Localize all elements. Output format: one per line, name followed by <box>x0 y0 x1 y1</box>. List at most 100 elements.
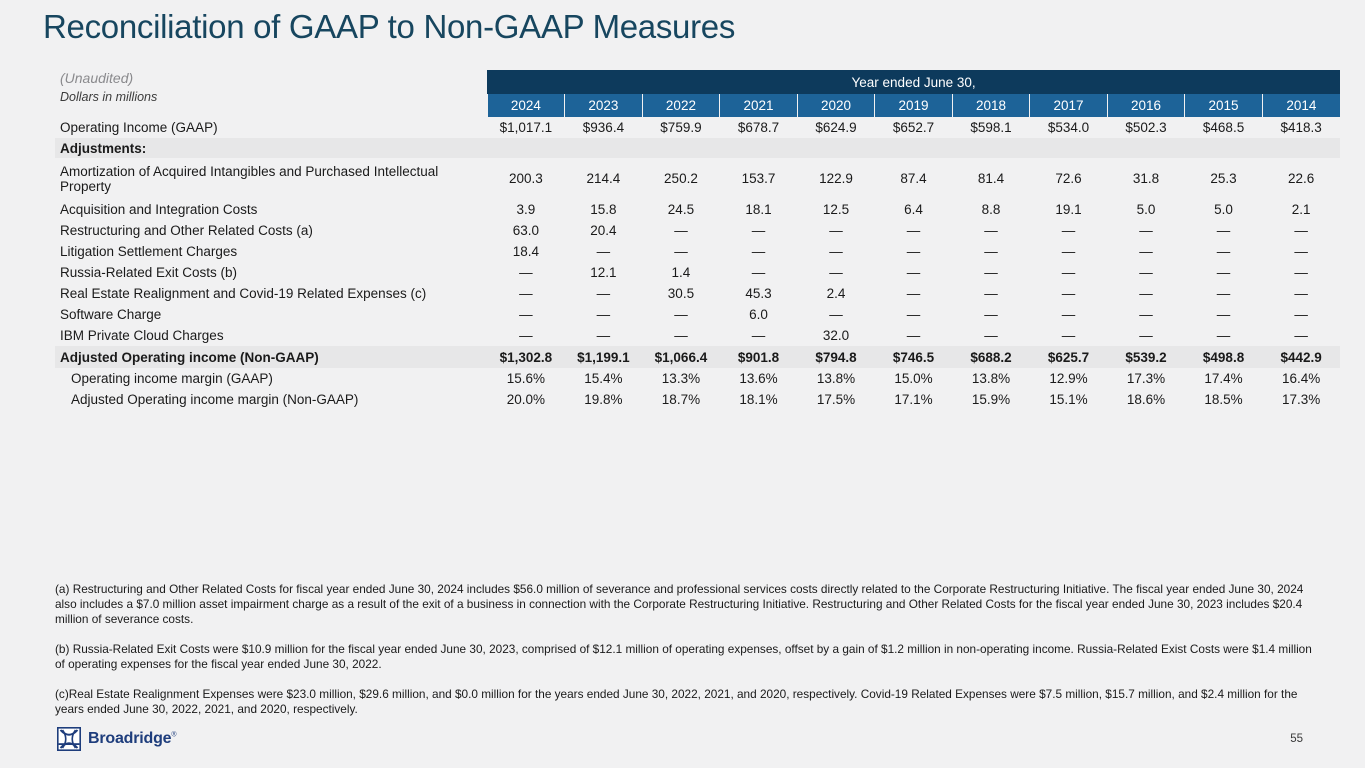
cell-value: $746.5 <box>874 346 953 368</box>
table-row: Adjusted Operating income margin (Non-GA… <box>55 389 1340 410</box>
cell-value: — <box>1061 265 1076 280</box>
row-label: Russia-Related Exit Costs (b) <box>60 265 238 280</box>
cell-value: — <box>1294 286 1308 301</box>
cell-value: — <box>1061 286 1076 301</box>
table-row: Real Estate Realignment and Covid-19 Rel… <box>55 283 1340 304</box>
table-row: Operating Income (GAAP) $1,017.1 $936.4 $75… <box>55 117 1340 138</box>
cell-value: 81.4 <box>977 171 1005 186</box>
cell-value: — <box>1294 328 1308 343</box>
cell-value: 13.8% <box>971 371 1011 386</box>
cell-value: 87.4 <box>900 171 927 186</box>
cell-value: 6.0 <box>749 307 768 322</box>
cell-value: — <box>1294 307 1308 322</box>
cell-value: 15.9% <box>971 392 1011 407</box>
cell-value: — <box>829 265 843 280</box>
cell-value: 15.4% <box>584 371 623 386</box>
cell-value: 24.5 <box>667 202 695 217</box>
cell-value: 13.6% <box>739 371 778 386</box>
table-row: Restructuring and Other Related Costs (a… <box>55 220 1340 241</box>
cell-value: — <box>751 265 766 280</box>
cell-value: 15.1% <box>1049 392 1088 407</box>
cell-value: — <box>674 223 688 238</box>
cell-value: — <box>1061 307 1076 322</box>
row-label: Software Charge <box>60 307 162 322</box>
cell-value: — <box>519 286 533 301</box>
table-row: Software Charge — — — 6.0 — — — — — — — <box>55 304 1340 325</box>
cell-value: 5.0 <box>1136 202 1156 217</box>
row-label: Litigation Settlement Charges <box>60 244 238 259</box>
year-column-header: 2021 <box>719 94 798 117</box>
cell-value: — <box>596 307 611 322</box>
cell-value: 18.1% <box>739 392 778 407</box>
cell-value: 12.5 <box>822 202 850 217</box>
cell-value: $624.9 <box>815 120 857 135</box>
footnote: (c)Real Estate Realignment Expenses were… <box>55 687 1298 716</box>
year-header-row: 2024 2023 2022 2021 2020 2019 2018 2017 2016 2015… <box>55 94 1340 117</box>
cell-value: — <box>596 244 611 259</box>
year-column-header: 2017 <box>1029 94 1108 117</box>
cell-value: — <box>906 244 921 259</box>
year-ended-band: Year ended June 30, <box>487 70 1340 94</box>
year-column-header: 2018 <box>951 94 1030 117</box>
cell-value: — <box>1139 244 1153 259</box>
table-row: Acquisition and Integration Costs 3.9 15.8… <box>55 199 1340 220</box>
cell-value: — <box>674 328 688 343</box>
cell-value: — <box>1139 265 1153 280</box>
cell-value: $678.7 <box>737 120 780 135</box>
broadridge-logo-text: Broadridge <box>88 730 172 747</box>
cell-value: 20.0% <box>506 392 546 407</box>
cell-value: 200.3 <box>509 171 543 186</box>
cell-value: — <box>751 328 766 343</box>
row-label: Adjusted Operating income margin (Non-GA… <box>71 392 359 407</box>
year-column-header: 2015 <box>1184 94 1263 117</box>
table-row: Amortization of Acquired Intangibles and… <box>55 158 1340 199</box>
table-row: IBM Private Cloud Charges — — — — 32.0 — — — — — — <box>55 325 1340 346</box>
cell-value: — <box>984 328 998 343</box>
cell-value: 63.0 <box>512 223 540 238</box>
year-column-header: 2020 <box>796 94 875 117</box>
row-label: IBM Private Cloud Charges <box>60 328 224 343</box>
cell-value: — <box>1139 223 1153 238</box>
year-column-header: 2016 <box>1106 94 1185 117</box>
cell-value: 18.4 <box>512 244 540 259</box>
cell-value: — <box>1061 244 1076 259</box>
cell-value: 250.2 <box>664 171 698 186</box>
table-row: Russia-Related Exit Costs (b) — 12.1 1.4 — — —… <box>55 262 1340 283</box>
cell-value: — <box>1139 328 1153 343</box>
cell-value: 6.4 <box>904 202 923 217</box>
cell-value: — <box>1216 328 1231 343</box>
row-label: Operating Income (GAAP) <box>60 120 218 135</box>
cell-value: 17.3% <box>1282 392 1321 407</box>
cell-value: 17.1% <box>894 392 933 407</box>
row-label: Acquisition and Integration Costs <box>60 202 258 217</box>
reconciliation-table: (Unaudited) Dollars in millions Year end… <box>55 70 1340 410</box>
cell-value: — <box>984 286 998 301</box>
cell-value: $498.8 <box>1184 346 1263 368</box>
cell-value: — <box>906 307 921 322</box>
cell-value: $759.9 <box>660 120 702 135</box>
table-row: Operating income margin (GAAP) 15.6% 15.4%… <box>55 368 1340 389</box>
cell-value: — <box>1139 307 1153 322</box>
cell-value: 8.8 <box>981 202 1001 217</box>
row-label: Restructuring and Other Related Costs (a… <box>60 223 313 238</box>
row-label: Operating income margin (GAAP) <box>71 371 273 386</box>
units-label: Dollars in millions <box>60 90 158 104</box>
cell-value: — <box>984 244 998 259</box>
cell-value: $901.8 <box>719 346 798 368</box>
cell-value: $534.0 <box>1047 120 1090 135</box>
cell-value: — <box>519 328 533 343</box>
cell-value: $1,066.4 <box>642 346 720 368</box>
row-label: Real Estate Realignment and Covid-19 Rel… <box>60 286 427 301</box>
cell-value: 13.8% <box>816 371 856 386</box>
table-row: Adjustments: <box>55 138 1340 158</box>
cell-value: 214.4 <box>586 171 621 186</box>
row-label: Adjusted Operating income (Non-GAAP) <box>55 346 488 368</box>
cell-value: 17.4% <box>1204 371 1243 386</box>
cell-value: 2.1 <box>1291 202 1311 217</box>
cell-value: — <box>1294 244 1308 259</box>
cell-value: $625.7 <box>1029 346 1108 368</box>
section-row-label: Adjustments: <box>55 138 1340 158</box>
cell-value: 18.7% <box>661 392 701 407</box>
cell-value: 15.0% <box>894 371 933 386</box>
header-band-row: (Unaudited) Dollars in millions Year end… <box>55 70 1340 104</box>
